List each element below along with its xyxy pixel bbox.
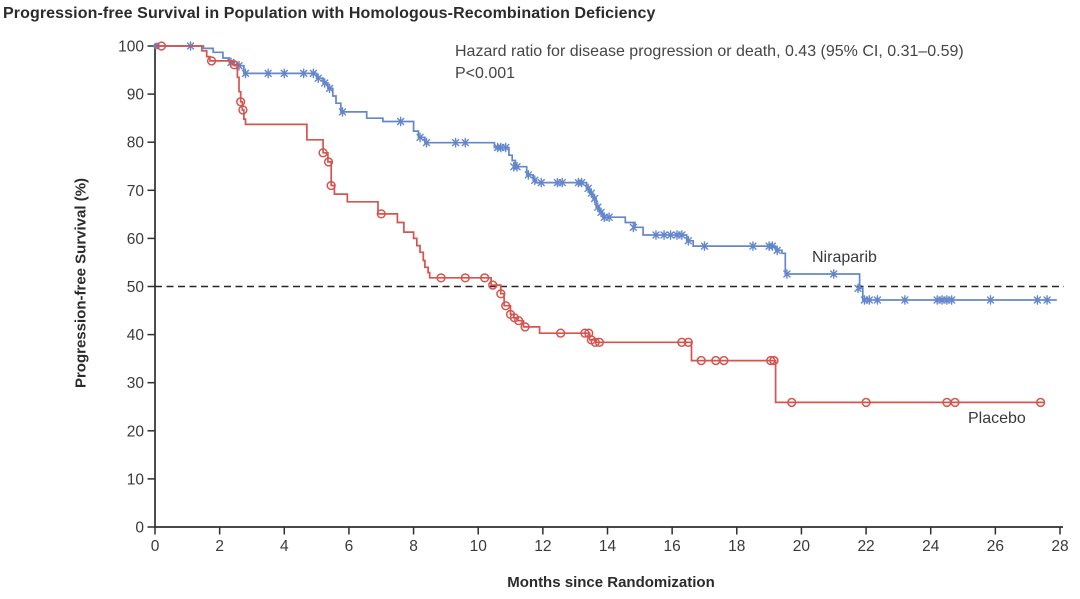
y-tick-label: 100 xyxy=(118,39,144,56)
x-tick-label: 18 xyxy=(728,538,745,555)
y-tick-label: 60 xyxy=(127,231,145,248)
placebo-censor-mark xyxy=(861,397,871,408)
hazard-ratio-annotation: Hazard ratio for disease progression or … xyxy=(455,41,964,85)
placebo-censor-mark xyxy=(326,180,336,191)
y-tick-label: 50 xyxy=(127,279,145,296)
placebo-censor-mark xyxy=(769,355,779,366)
placebo-censor-mark xyxy=(555,328,566,338)
placebo-censor-mark xyxy=(513,316,524,326)
x-tick-label: 14 xyxy=(599,538,617,555)
x-tick-label: 22 xyxy=(857,538,874,555)
placebo-censor-mark xyxy=(677,337,687,347)
placebo-censor-mark xyxy=(719,355,729,366)
x-tick-label: 16 xyxy=(664,538,681,555)
x-tick-label: 20 xyxy=(793,538,811,555)
placebo-censor-mark xyxy=(206,56,217,66)
placebo-censor-mark xyxy=(238,105,248,115)
y-tick-label: 30 xyxy=(127,375,145,392)
x-tick-label: 28 xyxy=(1051,538,1068,555)
placebo-censor-mark xyxy=(460,273,470,283)
placebo-censor-mark xyxy=(488,280,498,290)
y-tick-label: 90 xyxy=(127,87,145,104)
placebo-censor-mark xyxy=(480,273,490,283)
x-tick-label: 12 xyxy=(534,538,551,555)
x-tick-label: 24 xyxy=(922,538,940,555)
placebo-censor-mark xyxy=(787,397,797,408)
y-tick-label: 10 xyxy=(127,471,145,488)
niraparib-series-label: Niraparib xyxy=(812,249,877,266)
placebo-censor-mark xyxy=(501,301,511,311)
x-tick-label: 4 xyxy=(280,538,289,555)
y-tick-label: 40 xyxy=(127,327,145,344)
placebo-censor-mark xyxy=(696,355,706,366)
placebo-censor-mark xyxy=(156,41,167,51)
placebo-censor-mark xyxy=(594,337,605,347)
placebo-censor-mark xyxy=(229,60,239,70)
placebo-series-label: Placebo xyxy=(968,410,1026,427)
x-tick-label: 8 xyxy=(409,538,418,555)
placebo-censor-mark xyxy=(766,355,776,366)
x-tick-label: 10 xyxy=(470,538,488,555)
placebo-censor-mark xyxy=(1035,397,1046,408)
placebo-censor-mark xyxy=(323,157,334,167)
x-tick-label: 6 xyxy=(345,538,354,555)
y-tick-label: 20 xyxy=(127,423,145,440)
hazard-ratio-line: Hazard ratio for disease progression or … xyxy=(455,43,964,60)
y-tick-label: 70 xyxy=(127,183,145,200)
placebo-censor-mark xyxy=(580,328,590,338)
placebo-censor-mark xyxy=(950,397,960,408)
placebo-censor-mark xyxy=(436,273,446,283)
placebo-censor-mark xyxy=(683,337,693,347)
p-value-line: P<0.001 xyxy=(455,65,516,82)
placebo-censor-mark xyxy=(376,209,386,219)
placebo-censor-mark xyxy=(590,337,600,347)
x-axis-label: Months since Randomization xyxy=(507,574,715,591)
x-tick-label: 26 xyxy=(987,538,1004,555)
figure-title: Progression-free Survival in Population … xyxy=(3,5,656,22)
y-tick-label: 80 xyxy=(127,135,145,152)
placebo-censor-mark xyxy=(236,97,246,107)
placebo-censor-mark xyxy=(318,148,328,158)
y-axis-label: Progression-free Survival (%) xyxy=(72,177,90,389)
x-tick-label: 0 xyxy=(151,538,160,555)
y-tick-label: 0 xyxy=(135,520,144,537)
x-tick-label: 2 xyxy=(215,538,224,555)
placebo-censor-mark xyxy=(520,322,530,332)
placebo-curve xyxy=(155,45,1044,404)
placebo-censor-mark xyxy=(496,289,506,299)
